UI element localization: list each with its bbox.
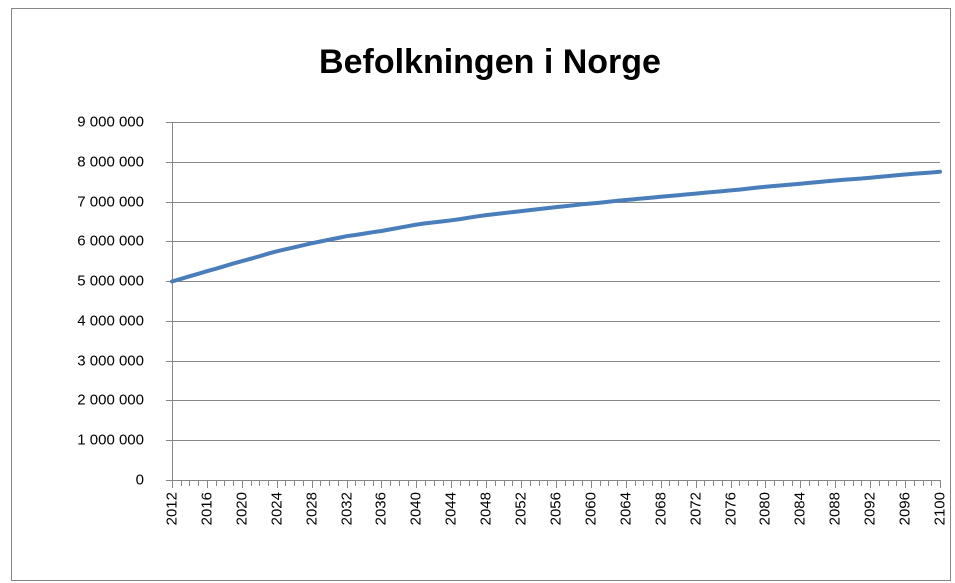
y-tick-label: 8 000 000: [77, 153, 144, 170]
x-tick-label: 2016: [198, 492, 215, 525]
x-tick-label: 2036: [372, 492, 389, 525]
y-tick-label: 5 000 000: [77, 272, 144, 289]
y-tick-label: 0: [136, 471, 144, 488]
x-tick-label: 2088: [826, 492, 843, 525]
x-tick-label: 2064: [617, 492, 634, 525]
x-tick-label: 2068: [652, 492, 669, 525]
x-tick-label: 2024: [268, 492, 285, 525]
x-tick-label: 2028: [303, 492, 320, 525]
data-line: [170, 169, 942, 284]
x-tick-label: 2072: [687, 492, 704, 525]
x-tick-label: 2044: [442, 492, 459, 525]
y-tick-label: 2 000 000: [77, 391, 144, 408]
x-tick-label: 2080: [756, 492, 773, 525]
y-tick-label: 3 000 000: [77, 352, 144, 369]
y-tick-label: 1 000 000: [77, 431, 144, 448]
x-tick-label: 2100: [931, 492, 948, 525]
x-tick-label: 2052: [512, 492, 529, 525]
x-tick-label: 2060: [582, 492, 599, 525]
x-tick-label: 2096: [896, 492, 913, 525]
chart-frame: [11, 8, 951, 581]
x-tick-label: 2040: [407, 492, 424, 525]
chart-title: Befolkningen i Norge: [319, 43, 661, 81]
y-tick-label: 9 000 000: [77, 113, 144, 130]
x-tick-label: 2048: [477, 492, 494, 525]
x-tick-label: 2084: [791, 492, 808, 525]
x-tick-label: 2012: [163, 492, 180, 525]
x-tick-label: 2092: [861, 492, 878, 525]
x-tick-label: 2032: [338, 492, 355, 525]
y-tick-label: 6 000 000: [77, 232, 144, 249]
y-tick-label: 7 000 000: [77, 193, 144, 210]
y-tick-label: 4 000 000: [77, 312, 144, 329]
x-tick-label: 2076: [722, 492, 739, 525]
x-tick-label: 2056: [547, 492, 564, 525]
x-tick-label: 2020: [233, 492, 250, 525]
